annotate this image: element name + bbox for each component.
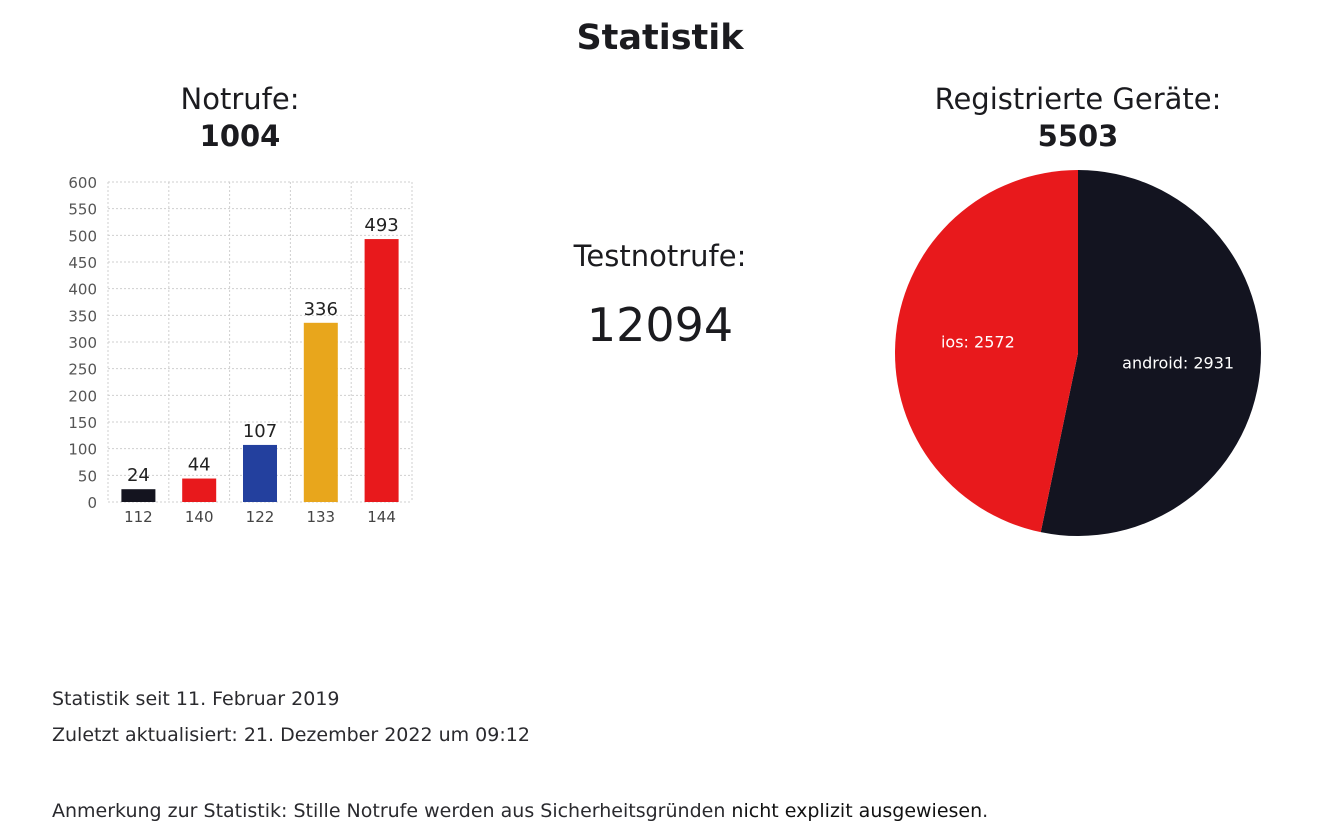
notrufe-bar-chart: 0 50 100 150 200 250 300 350 400 450 500 550 600 24 11… <box>68 174 413 526</box>
x-tick-label: 144 <box>367 508 396 526</box>
y-tick-label: 250 <box>68 361 97 379</box>
bar-144 <box>364 239 399 503</box>
pie-slice-label: android: 2931 <box>1122 353 1234 372</box>
y-tick-label: 50 <box>78 467 97 485</box>
notrufe-total: 1004 <box>199 119 281 153</box>
note-prefix: Anmerkung zur Statistik: Stille Notrufe … <box>52 800 732 822</box>
geraete-heading: Registrierte Geräte: 5503 <box>878 81 1278 155</box>
bar-value-label: 107 <box>243 421 277 442</box>
testnotrufe-label: Testnotrufe: <box>573 239 747 273</box>
notrufe-heading: Notrufe: 1004 <box>90 81 390 155</box>
pie-slice-label: ios: 2572 <box>941 333 1015 352</box>
geraete-label: Registrierte Geräte: <box>934 82 1222 116</box>
geraete-pie-chart: android: 2931 ios: 2572 <box>895 170 1262 536</box>
pie-slice-android <box>1040 170 1262 536</box>
bar-value-label: 44 <box>188 455 211 476</box>
x-tick-label: 122 <box>246 508 275 526</box>
statistics-since: Statistik seit 11. Februar 2019 <box>52 688 340 710</box>
x-tick-label: 140 <box>185 508 214 526</box>
x-tick-label: 112 <box>124 508 153 526</box>
bar-value-label: 493 <box>364 215 398 236</box>
y-tick-label: 450 <box>68 254 97 272</box>
y-tick-label: 600 <box>68 174 97 192</box>
last-updated: Zuletzt aktualisiert: 21. Dezember 2022 … <box>52 724 530 746</box>
bar-value-label: 24 <box>127 465 150 486</box>
bar-value-label: 336 <box>304 299 338 320</box>
testnotrufe-total: 12094 <box>586 298 734 352</box>
y-tick-label: 0 <box>87 494 97 512</box>
y-tick-label: 550 <box>68 201 97 219</box>
x-tick-label: 133 <box>306 508 335 526</box>
note-suffix: . <box>982 800 989 822</box>
statistics-note: Anmerkung zur Statistik: Stille Notrufe … <box>52 800 988 822</box>
testnotrufe-panel: Testnotrufe: 12094 <box>510 238 810 355</box>
y-tick-label: 200 <box>68 387 97 405</box>
bar-140 <box>182 478 217 502</box>
notrufe-label: Notrufe: <box>180 82 300 116</box>
pie-slice-ios <box>895 170 1078 533</box>
page-title: Statistik <box>576 18 744 58</box>
y-tick-label: 500 <box>68 227 97 245</box>
geraete-total: 5503 <box>1037 119 1119 153</box>
note-emphasis: nicht explizit ausgewiesen <box>731 800 983 822</box>
y-tick-label: 350 <box>68 307 97 325</box>
bar-133 <box>303 322 338 502</box>
bar-112 <box>121 489 156 502</box>
y-tick-label: 400 <box>68 281 97 299</box>
y-tick-label: 300 <box>68 334 97 352</box>
bar-122 <box>243 444 277 502</box>
y-tick-label: 100 <box>68 441 97 459</box>
y-tick-label: 150 <box>68 414 97 432</box>
